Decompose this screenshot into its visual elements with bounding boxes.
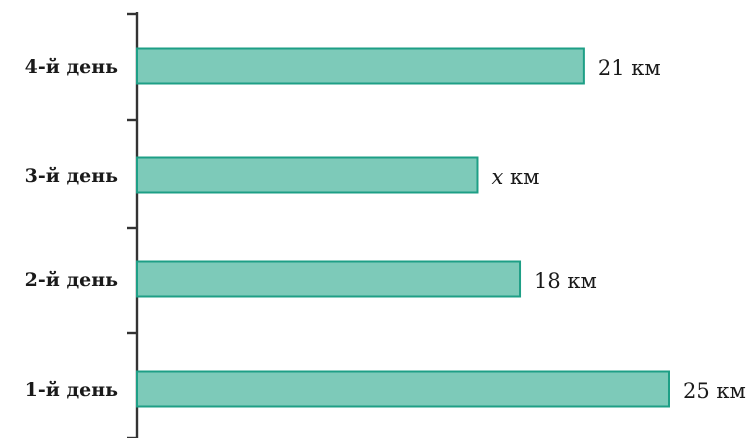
bar-1: [136, 47, 585, 85]
value-label-4: 25 км: [683, 379, 746, 403]
bar-4: [136, 370, 670, 408]
bars: [136, 47, 670, 408]
category-label-2: 3-й день: [25, 165, 118, 187]
bar-2: [136, 156, 479, 194]
category-label-4: 1-й день: [25, 379, 118, 401]
axis: [127, 12, 139, 438]
value-label-1: 21 км: [598, 56, 661, 80]
category-label-1: 4-й день: [25, 56, 118, 78]
value-label-2: x км: [491, 165, 539, 189]
value-label-3: 18 км: [534, 269, 597, 293]
category-label-3: 2-й день: [25, 269, 118, 291]
labels: 4-й день 21 км 3-й день x км 2-й день 18 км 1-…: [25, 56, 746, 403]
bar-3: [136, 260, 522, 298]
